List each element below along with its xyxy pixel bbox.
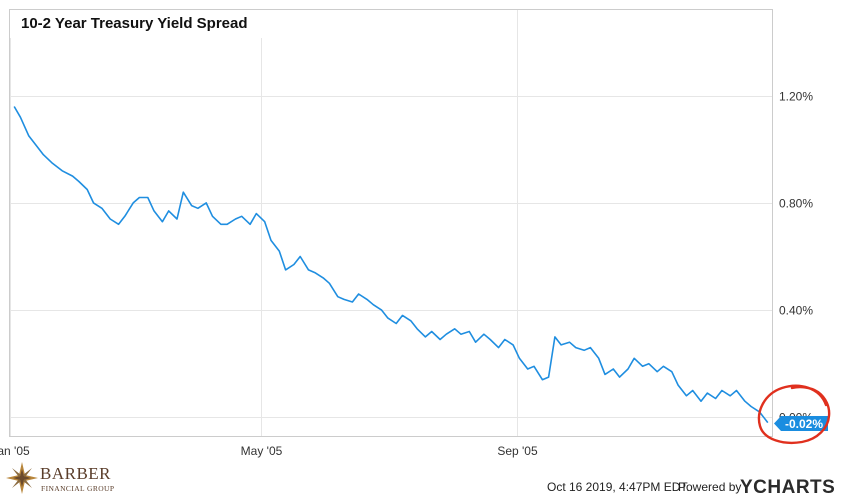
logo-subtitle: FINANCIAL GROUP bbox=[41, 484, 114, 493]
x-tick-label: Sep '05 bbox=[497, 444, 538, 458]
y-tick-label: 0.80% bbox=[779, 197, 813, 211]
chart-title: 10-2 Year Treasury Yield Spread bbox=[21, 15, 248, 32]
y-axis-ticks: 0.00%0.40%0.80%1.20% bbox=[779, 90, 813, 425]
y-tick-label: 1.20% bbox=[779, 90, 813, 104]
grid-lines bbox=[10, 10, 772, 436]
powered-by-label: Powered by bbox=[678, 480, 741, 494]
compass-star-icon bbox=[6, 462, 38, 494]
x-tick-label: Jan '05 bbox=[0, 444, 30, 458]
ycharts-logo: YCHARTS bbox=[740, 477, 835, 498]
highlight-circle bbox=[757, 384, 831, 444]
ycharts-wordmark: YCHARTS bbox=[740, 477, 835, 498]
logo-name: BARBER bbox=[40, 464, 111, 483]
last-value-pointer bbox=[774, 416, 828, 431]
plot-area bbox=[9, 9, 773, 437]
series-line bbox=[13, 106, 769, 424]
title-box bbox=[10, 10, 264, 38]
timestamp: Oct 16 2019, 4:47PM EDT. bbox=[547, 480, 690, 494]
last-value-badge: -0.02% bbox=[774, 416, 828, 431]
barber-logo: BARBER FINANCIAL GROUP bbox=[6, 462, 114, 494]
last-value-label: -0.02% bbox=[785, 417, 823, 431]
y-tick-label: 0.40% bbox=[779, 304, 813, 318]
x-tick-label: May '05 bbox=[241, 444, 283, 458]
x-axis-ticks: Jan '05 May '05 Sep '05 bbox=[0, 444, 538, 458]
